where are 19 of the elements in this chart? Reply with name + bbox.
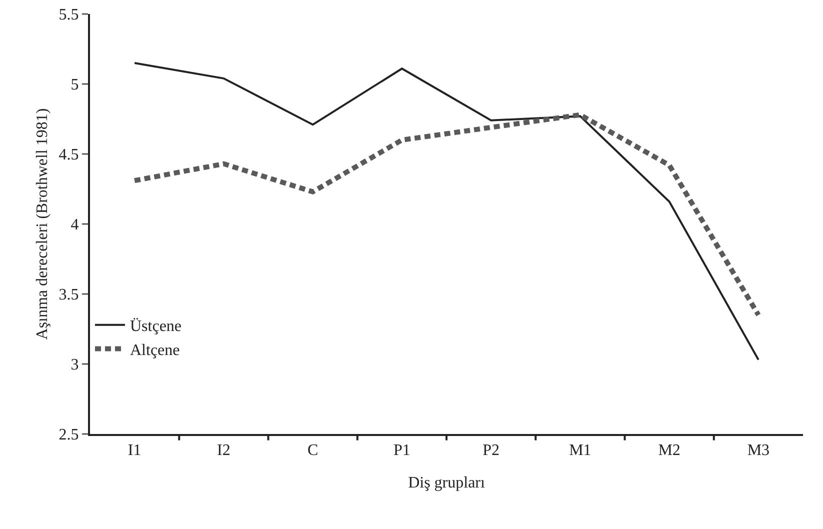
y-axis-title: Aşınma dereceleri (Brothwell 1981) — [34, 108, 51, 340]
y-tick-label: 5.5 — [58, 6, 79, 24]
y-tick-label: 2.5 — [58, 426, 79, 444]
legend-label: Üstçene — [130, 318, 182, 336]
legend-label: Altçene — [130, 342, 180, 359]
x-axis-title: Diş grupları — [408, 474, 486, 492]
x-tick-label: I2 — [217, 442, 230, 460]
y-tick-label: 3 — [70, 356, 79, 374]
x-tick-label: I1 — [128, 442, 142, 460]
y-tick-label: 4 — [70, 216, 79, 234]
y-tick-label: 3.5 — [58, 286, 79, 304]
x-tick-label: M2 — [658, 442, 680, 460]
x-tick-label: M1 — [569, 442, 592, 460]
x-tick-label: P1 — [393, 442, 410, 460]
x-tick-label: P2 — [482, 442, 500, 460]
y-tick-label: 4.5 — [58, 146, 79, 164]
y-tick-label: 5 — [70, 76, 79, 94]
x-tick-label: C — [307, 442, 318, 460]
x-tick-label: M3 — [747, 442, 770, 460]
